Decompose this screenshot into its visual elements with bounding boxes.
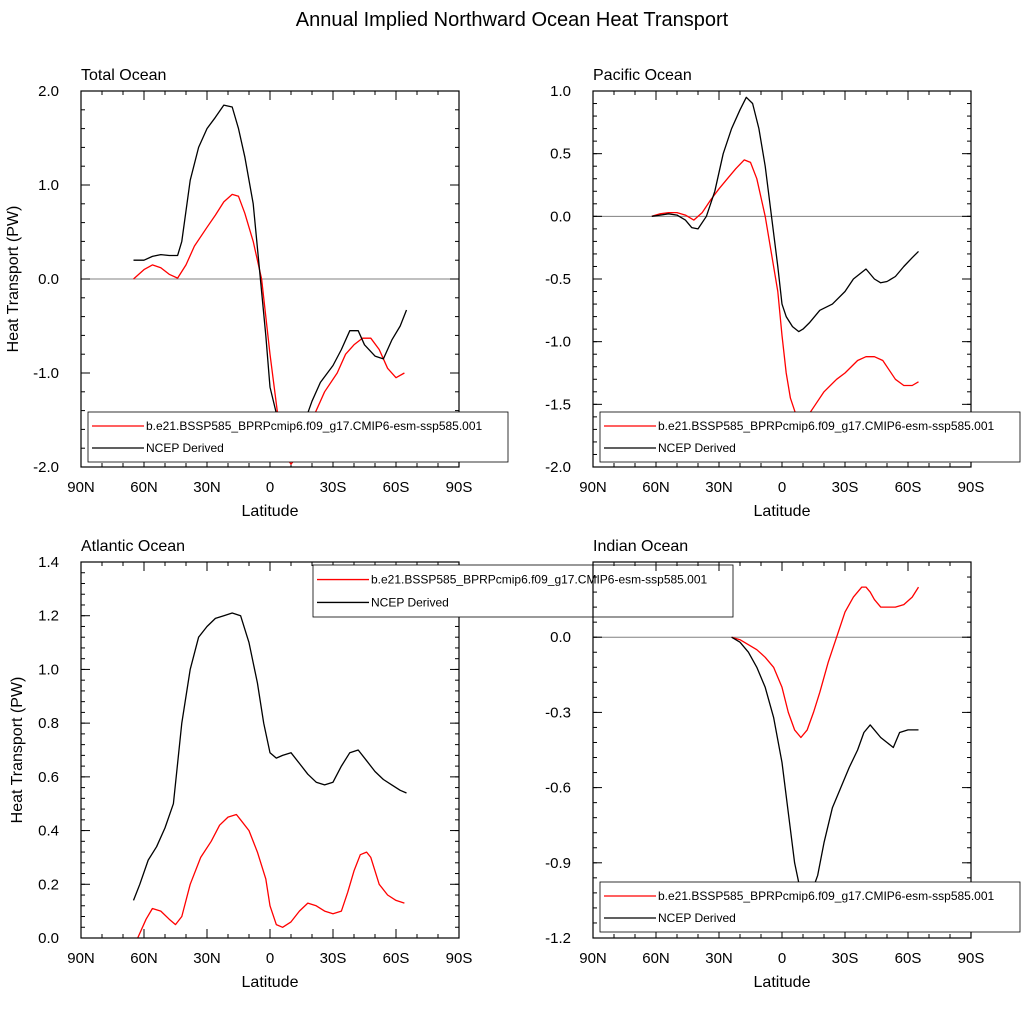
y-tick-label: 0.5 (550, 146, 571, 163)
legend-label: NCEP Derived (658, 911, 736, 925)
y-tick-label: 0.0 (38, 271, 59, 288)
y-tick-label: 1.0 (38, 661, 59, 678)
legend: b.e21.BSSP585_BPRPcmip6.f09_g17.CMIP6-es… (87, 411, 509, 463)
x-axis-label: Latitude (242, 974, 299, 991)
x-tick-label: 60N (130, 479, 158, 496)
x-tick-label: 90S (446, 950, 473, 967)
ncep-series-line (133, 104, 408, 437)
figure-title: Annual Implied Northward Ocean Heat Tran… (296, 9, 729, 31)
plot-frame (592, 561, 972, 939)
legend-label: b.e21.BSSP585_BPRPcmip6.f09_g17.CMIP6-es… (371, 573, 708, 587)
ncep-series-line (132, 612, 407, 901)
x-tick-label: 30S (832, 950, 859, 967)
panel-title: Pacific Ocean (593, 67, 692, 84)
y-tick-label: -0.6 (545, 780, 571, 797)
x-tick-label: 30S (320, 950, 347, 967)
x-tick-label: 0 (778, 950, 786, 967)
x-tick-label: 60S (383, 479, 410, 496)
panel-title: Atlantic Ocean (81, 538, 185, 555)
x-tick-label: 30S (320, 479, 347, 496)
x-axis-label: Latitude (242, 503, 299, 520)
y-tick-label: 0.0 (38, 930, 59, 947)
legend-label: NCEP Derived (371, 595, 449, 609)
y-tick-label: 1.0 (38, 177, 59, 194)
x-tick-label: 90S (446, 479, 473, 496)
panel-title: Indian Ocean (593, 538, 688, 555)
legend-label: b.e21.BSSP585_BPRPcmip6.f09_g17.CMIP6-es… (658, 419, 995, 433)
x-axis-label: Latitude (754, 503, 811, 520)
y-tick-label: 0.4 (38, 823, 59, 840)
model-series-line (651, 159, 919, 422)
panel-title: Total Ocean (81, 67, 166, 84)
y-axis-label: Heat Transport (PW) (5, 206, 22, 353)
x-tick-label: 90S (958, 950, 985, 967)
y-tick-label: 0.8 (38, 715, 59, 732)
legend-label: NCEP Derived (146, 441, 224, 455)
legend-box (599, 411, 1021, 463)
y-tick-label: 0.6 (38, 769, 59, 786)
model-series-line (133, 193, 405, 465)
y-axis-label: Heat Transport (PW) (9, 677, 26, 824)
y-tick-label: 1.0 (550, 83, 571, 100)
y-tick-label: -2.0 (545, 459, 571, 476)
y-tick-label: 0.0 (550, 208, 571, 225)
x-tick-label: 60N (642, 950, 670, 967)
x-tick-label: 30N (193, 479, 221, 496)
ncep-series-line (731, 636, 919, 902)
x-tick-label: 90N (579, 950, 607, 967)
y-tick-label: -1.2 (545, 930, 571, 947)
y-tick-label: -2.0 (33, 459, 59, 476)
plot-frame (592, 90, 972, 468)
plot-frame (80, 561, 460, 939)
plot-frame (80, 90, 460, 468)
ncep-series-line (651, 96, 919, 333)
y-tick-label: 0.0 (550, 629, 571, 646)
x-tick-label: 30S (832, 479, 859, 496)
x-tick-label: 60S (383, 950, 410, 967)
x-tick-label: 0 (266, 479, 274, 496)
y-tick-label: -1.5 (545, 396, 571, 413)
x-tick-label: 90N (67, 479, 95, 496)
panels-group: Total Ocean 90N 60N 30N 0 30S 60S 90S -2.0 -1.0 0.… (5, 67, 1021, 991)
y-tick-label: -0.5 (545, 271, 571, 288)
x-tick-label: 30N (705, 950, 733, 967)
legend-label: NCEP Derived (658, 441, 736, 455)
y-tick-label: -0.9 (545, 855, 571, 872)
legend-box (312, 564, 734, 618)
legend-box (87, 411, 509, 463)
y-tick-label: -0.3 (545, 704, 571, 721)
y-tick-label: 1.4 (38, 554, 59, 571)
panel-0: Total Ocean 90N 60N 30N 0 30S 60S 90S -2.0 -1.0 0.… (5, 67, 509, 520)
x-tick-label: 60N (642, 479, 670, 496)
legend-box (599, 881, 1021, 933)
panel-2: Atlantic Ocean 90N 60N 30N 0 30S 60S 90S 0.0 0.2 0… (9, 538, 734, 991)
legend-label: b.e21.BSSP585_BPRPcmip6.f09_g17.CMIP6-es… (658, 889, 995, 903)
legend-label: b.e21.BSSP585_BPRPcmip6.f09_g17.CMIP6-es… (146, 419, 483, 433)
y-tick-label: 1.2 (38, 608, 59, 625)
x-tick-label: 30N (705, 479, 733, 496)
y-tick-label: 0.2 (38, 876, 59, 893)
x-axis-label: Latitude (754, 974, 811, 991)
y-tick-label: -1.0 (33, 365, 59, 382)
legend: b.e21.BSSP585_BPRPcmip6.f09_g17.CMIP6-es… (599, 881, 1021, 933)
legend: b.e21.BSSP585_BPRPcmip6.f09_g17.CMIP6-es… (599, 411, 1021, 463)
legend: b.e21.BSSP585_BPRPcmip6.f09_g17.CMIP6-es… (312, 564, 734, 618)
x-tick-label: 0 (266, 950, 274, 967)
x-tick-label: 60N (130, 950, 158, 967)
model-series-line (137, 813, 405, 939)
panel-3: Indian Ocean 90N 60N 30N 0 30S 60S 90S -1.2 -0.9 -… (545, 538, 1021, 991)
x-tick-label: 90S (958, 479, 985, 496)
y-tick-label: -1.0 (545, 334, 571, 351)
x-tick-label: 60S (895, 950, 922, 967)
x-tick-label: 0 (778, 479, 786, 496)
panel-1: Pacific Ocean 90N 60N 30N 0 30S 60S 90S -2.0 -1.5… (545, 67, 1021, 520)
x-tick-label: 90N (579, 479, 607, 496)
x-tick-label: 30N (193, 950, 221, 967)
y-tick-label: 2.0 (38, 83, 59, 100)
x-tick-label: 90N (67, 950, 95, 967)
model-series-line (731, 586, 920, 739)
x-tick-label: 60S (895, 479, 922, 496)
